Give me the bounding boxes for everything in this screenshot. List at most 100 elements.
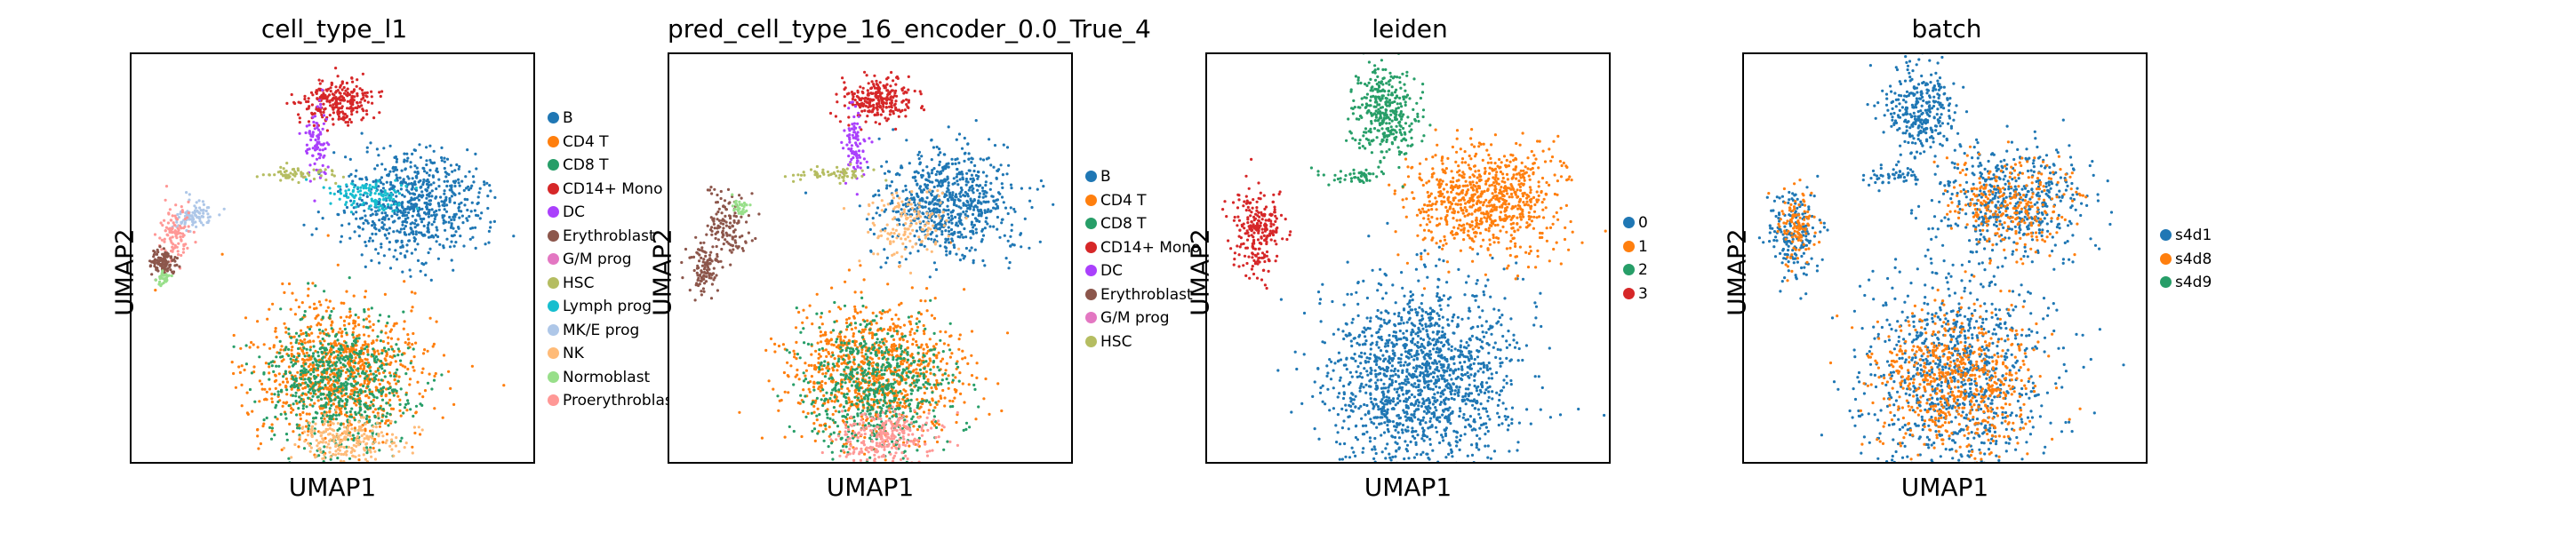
scatter-point [308,327,312,331]
scatter-point [389,374,393,378]
scatter-point [443,156,446,160]
scatter-point [878,340,882,344]
scatter-point [413,431,417,435]
scatter-point [420,262,424,266]
scatter-point [352,394,356,397]
scatter-point [367,314,371,318]
scatter-point [317,442,321,445]
scatter-point [362,440,365,443]
scatter-point [430,214,434,218]
scatter-point [252,343,255,346]
scatter-point [363,437,366,441]
scatter-point [373,192,377,195]
scatter-point [327,357,331,361]
scatter-point [884,401,887,405]
scatter-point [866,371,870,375]
scatter-point [916,346,921,349]
scatter-point [936,383,940,386]
scatter-point [806,411,810,415]
scatter-point [398,209,402,212]
scatter-point [293,174,297,178]
scatter-point [964,427,968,431]
scatter-point [932,418,936,422]
scatter-point [310,331,314,335]
scatter-point [182,243,186,246]
scatter-point [307,340,310,344]
scatter-point [919,346,923,349]
scatter-point [357,333,361,337]
scatter-point [403,160,406,163]
scatter-point [393,375,396,378]
scatter-point [902,323,906,327]
scatter-point [245,391,249,394]
scatter-point [876,402,879,405]
scatter-point [883,399,886,402]
scatter-point [450,195,453,198]
scatter-point [930,386,933,390]
scatter-point [308,403,312,407]
scatter-point [170,241,173,244]
scatter-point [348,457,352,460]
scatter-point [898,337,901,340]
scatter-point [916,329,919,332]
scatter-point [352,443,356,447]
scatter-point [250,340,253,345]
scatter-point [381,441,385,444]
scatter-point [284,402,288,405]
scatter-point [419,217,422,220]
scatter-point [412,210,415,213]
scatter-point [826,412,829,416]
scatter-point [948,405,952,409]
scatter-point [325,129,329,132]
scatter-point [827,401,830,404]
scatter-point [315,227,318,231]
scatter-point [350,76,354,80]
scatter-point [256,427,260,432]
scatter-point [345,315,348,319]
scatter-point [301,410,305,414]
scatter-point [450,259,453,262]
scatter-point [805,316,809,320]
scatter-point [276,418,279,421]
scatter-point [842,373,845,377]
legend-label: NK [563,345,584,362]
scatter-point [884,339,888,343]
scatter-point [371,442,374,446]
scatter-point [300,397,303,401]
scatter-point [306,434,309,437]
scatter-point [835,340,838,344]
scatter-point [932,365,935,369]
scatter-point [863,328,867,331]
scatter-point [825,410,828,413]
scatter-point [333,393,337,396]
scatter-point [294,331,299,335]
scatter-point [878,311,882,314]
scatter-point [812,422,816,426]
scatter-point [855,377,859,380]
scatter-point [324,178,328,182]
scatter-point [852,355,856,359]
scatter-point [313,429,316,433]
scatter-point [865,322,869,326]
scatter-point [321,441,324,444]
scatter-point [458,164,461,169]
scatter-point [839,350,843,354]
scatter-point [330,323,333,327]
scatter-point [338,449,341,452]
scatter-point [328,360,332,363]
scatter-point [909,392,913,395]
legend-marker [548,323,559,336]
scatter-point [365,434,369,438]
scatter-point [308,412,311,416]
scatter-point [371,432,374,435]
scatter-point [433,217,436,221]
scatter-point [938,369,941,372]
scatter-point [948,399,952,402]
scatter-point [460,201,463,204]
scatter-point [169,236,172,240]
scatter-point [364,290,368,293]
scatter-point [936,365,940,369]
scatter-point [486,195,490,198]
scatter-point [407,233,411,236]
scatter-point [848,372,852,376]
